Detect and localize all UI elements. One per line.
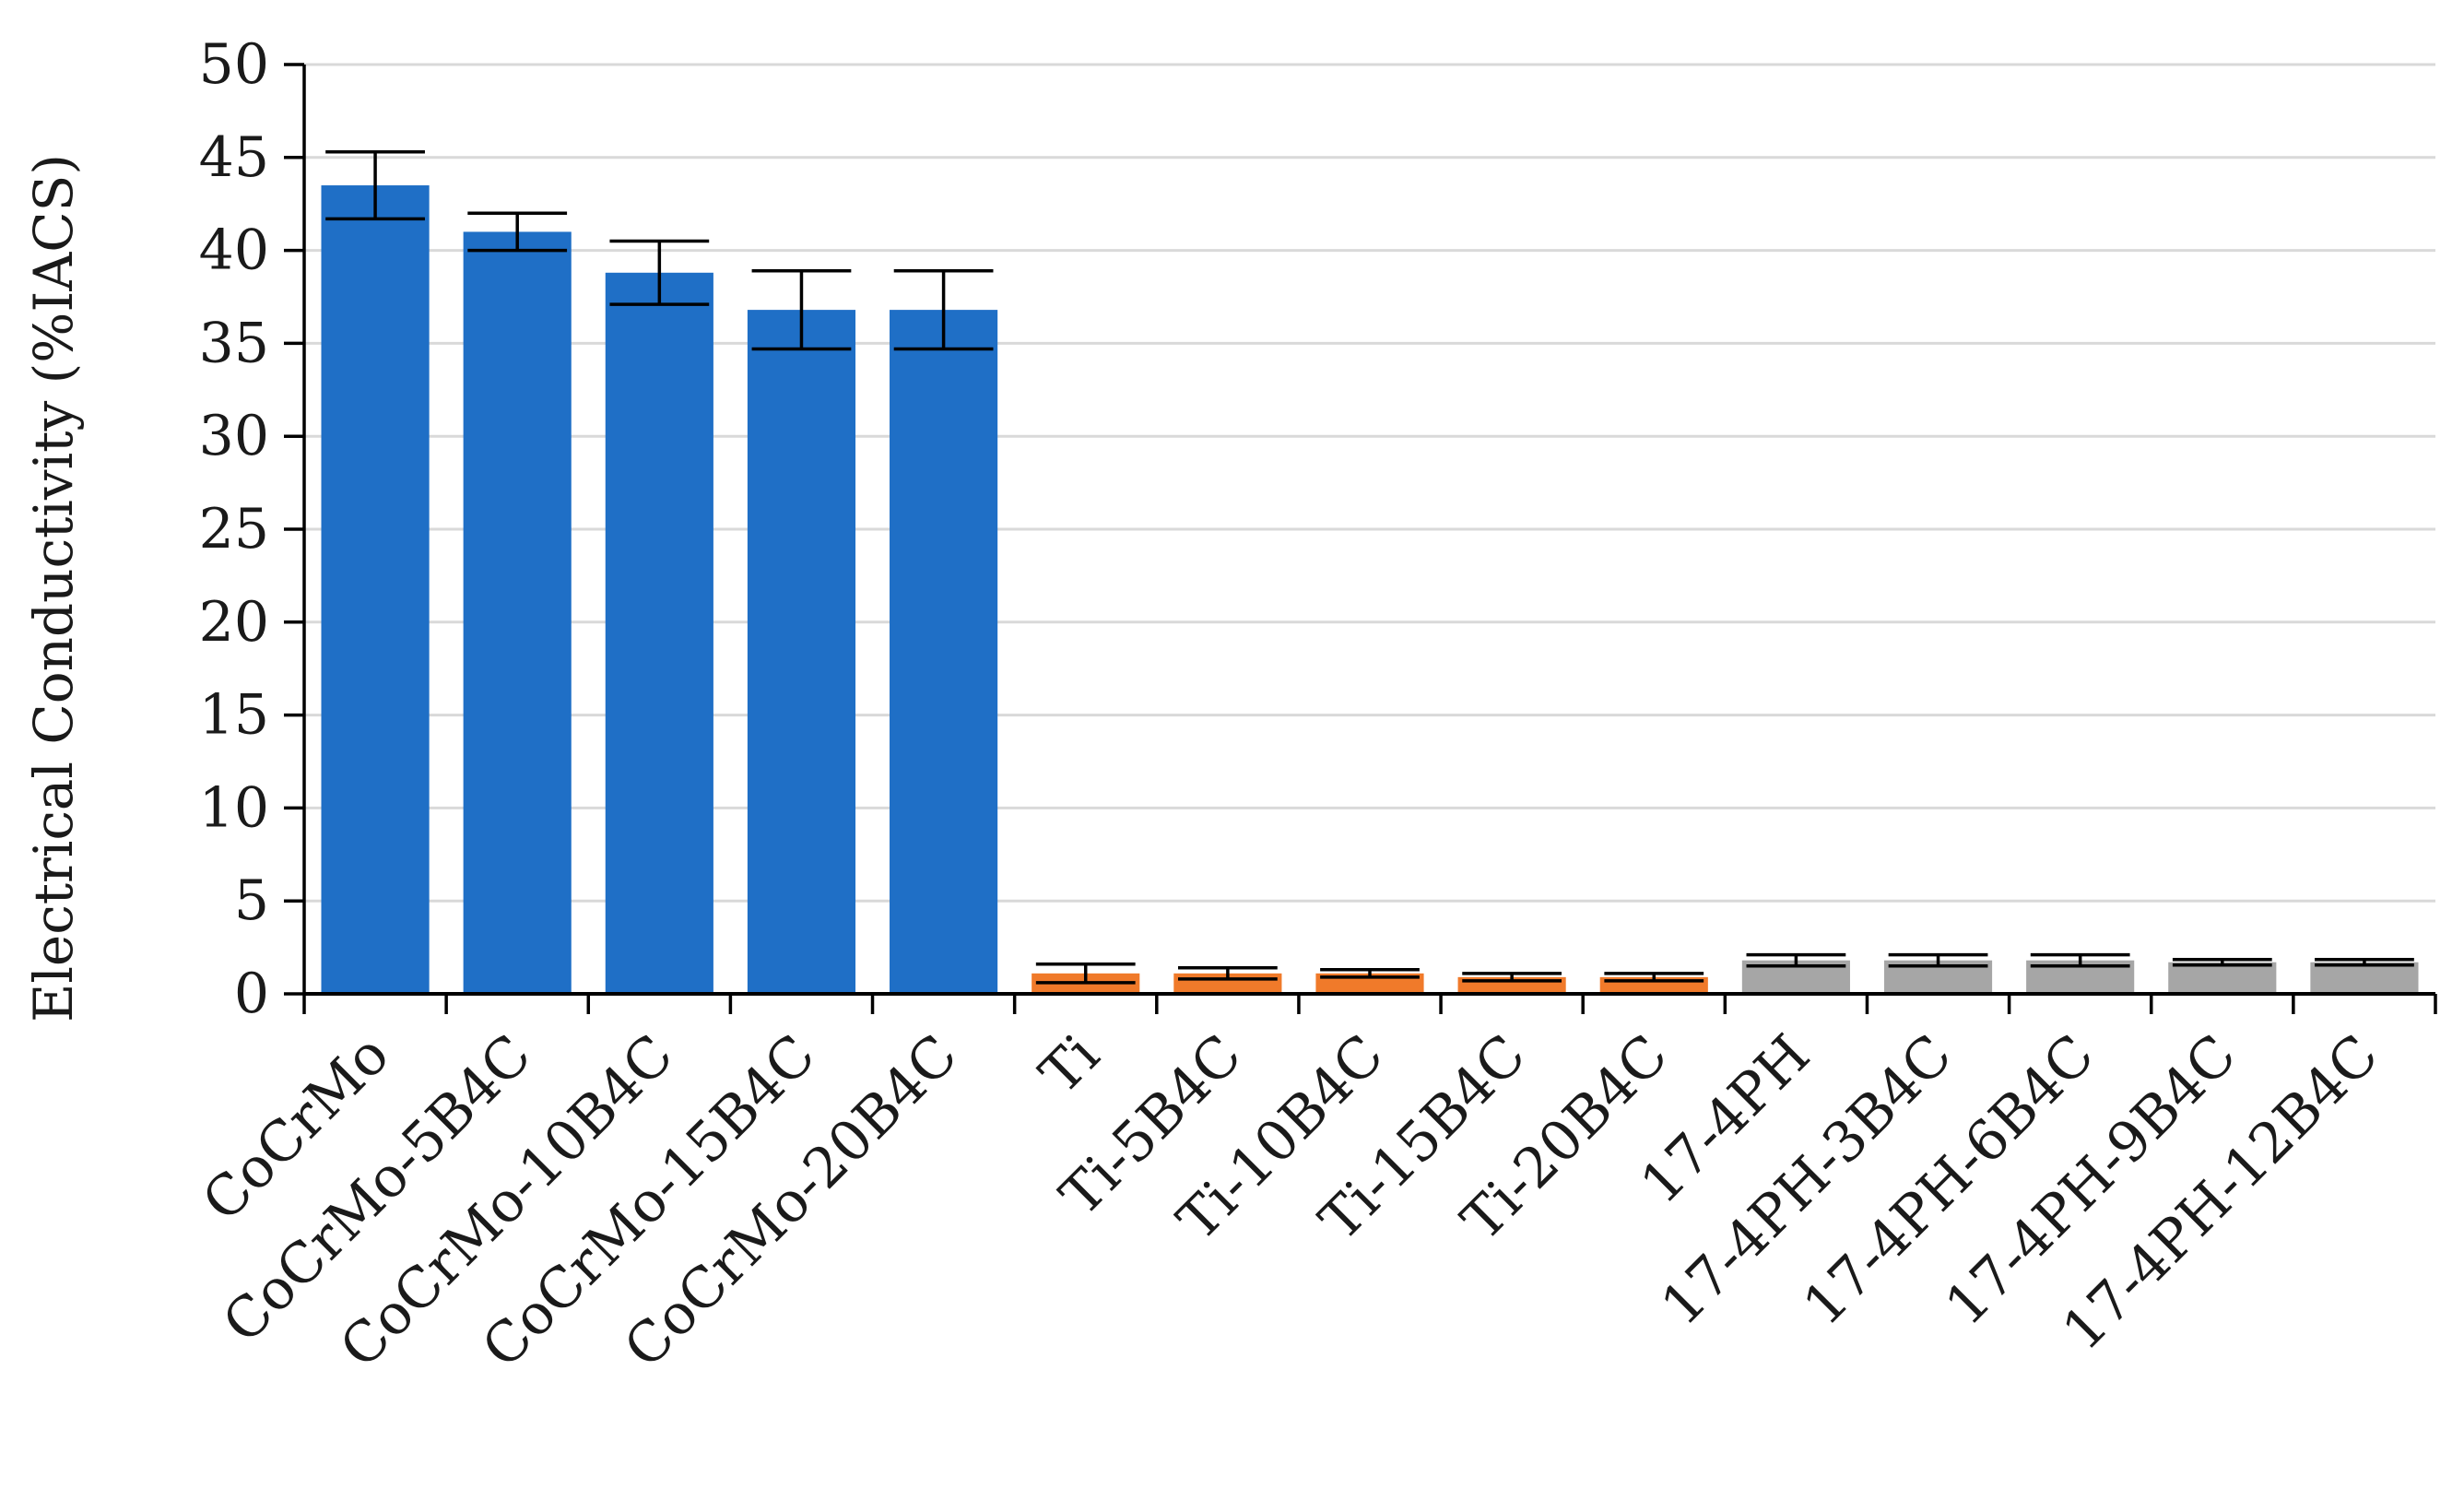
error-bar-cocrmo-15b4c	[751, 269, 852, 351]
error-bar-17-4ph	[1746, 952, 1846, 968]
y-tick-label: 15	[199, 683, 269, 748]
error-bar-17-4ph-6b4c	[2030, 952, 2130, 968]
x-tick-labels: CoCrMoCoCrMo-5B4CCoCrMo-10B4CCoCrMo-15B4…	[190, 1022, 2390, 1380]
error-bar-ti-5b4c	[1177, 966, 1278, 981]
error-bar-17-4ph-3b4c	[1888, 952, 1988, 968]
y-tick-label: 30	[199, 404, 269, 468]
error-bar-cocrmo-5b4c	[467, 211, 568, 253]
y-tick-label: 5	[234, 868, 269, 933]
error-bars	[325, 150, 2414, 985]
bar-17-4ph-12b4c	[2310, 962, 2419, 994]
bar-cocrmo-15b4c	[747, 310, 856, 994]
bar-cocrmo-20b4c	[890, 310, 998, 994]
error-bar-ti-15b4c	[1462, 972, 1562, 983]
y-axis-title: Electrical Conductivity (%IACS)	[22, 154, 85, 1022]
error-bar-cocrmo-10b4c	[609, 239, 710, 306]
y-tick-label: 25	[199, 497, 269, 561]
bar-cocrmo-10b4c	[605, 272, 713, 994]
error-bar-17-4ph-12b4c	[2315, 957, 2414, 967]
y-tick-label: 10	[199, 775, 269, 840]
bar-cocrmo	[321, 185, 430, 995]
y-tick-label: 40	[199, 218, 269, 283]
bars	[321, 185, 2419, 995]
error-bar-cocrmo	[325, 150, 425, 221]
axes	[284, 63, 2437, 1014]
bar-17-4ph-9b4c	[2168, 962, 2277, 994]
bar-cocrmo-5b4c	[463, 231, 572, 994]
y-tick-label: 20	[199, 590, 269, 655]
x-tick-label: Ti	[1028, 1022, 1112, 1106]
error-bar-17-4ph-9b4c	[2172, 957, 2272, 967]
error-bar-ti	[1035, 962, 1136, 985]
error-bar-cocrmo-20b4c	[893, 269, 994, 351]
y-tick-label: 50	[199, 32, 269, 97]
y-tick-labels: 0 5 10 15 20 25 30 35 40 45 50	[199, 32, 269, 1026]
y-tick-label: 0	[234, 962, 269, 1026]
y-tick-label: 35	[199, 311, 269, 375]
error-bar-ti-20b4c	[1604, 972, 1704, 983]
y-tick-label: 45	[199, 125, 269, 190]
error-bar-ti-10b4c	[1320, 968, 1420, 979]
